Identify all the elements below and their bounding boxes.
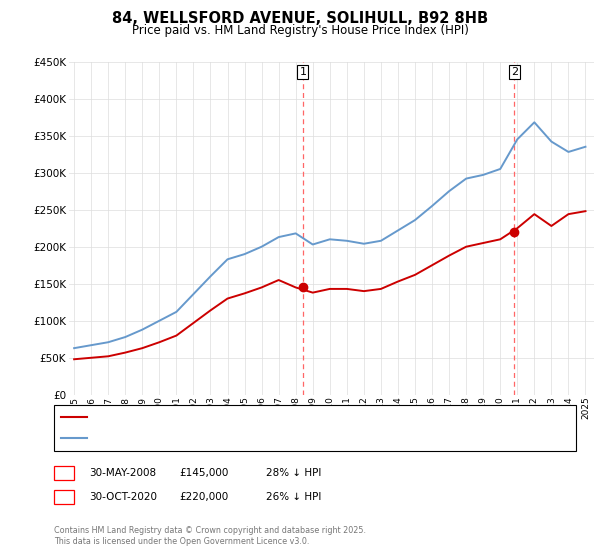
Text: 1: 1 [61,468,68,478]
Text: HPI: Average price, semi-detached house, Solihull: HPI: Average price, semi-detached house,… [90,433,338,444]
Text: Price paid vs. HM Land Registry's House Price Index (HPI): Price paid vs. HM Land Registry's House … [131,24,469,37]
Text: £145,000: £145,000 [179,468,229,478]
Text: 1: 1 [299,67,307,77]
Text: 30-OCT-2020: 30-OCT-2020 [89,492,157,502]
Text: £220,000: £220,000 [179,492,229,502]
Text: 2: 2 [511,67,518,77]
Text: Contains HM Land Registry data © Crown copyright and database right 2025.
This d: Contains HM Land Registry data © Crown c… [54,526,366,546]
Text: 2: 2 [61,492,68,502]
Text: 30-MAY-2008: 30-MAY-2008 [89,468,157,478]
Text: 26% ↓ HPI: 26% ↓ HPI [266,492,322,502]
Text: 28% ↓ HPI: 28% ↓ HPI [266,468,322,478]
Text: 84, WELLSFORD AVENUE, SOLIHULL, B92 8HB: 84, WELLSFORD AVENUE, SOLIHULL, B92 8HB [112,11,488,26]
Text: 84, WELLSFORD AVENUE, SOLIHULL, B92 8HB (semi-detached house): 84, WELLSFORD AVENUE, SOLIHULL, B92 8HB … [90,412,437,422]
